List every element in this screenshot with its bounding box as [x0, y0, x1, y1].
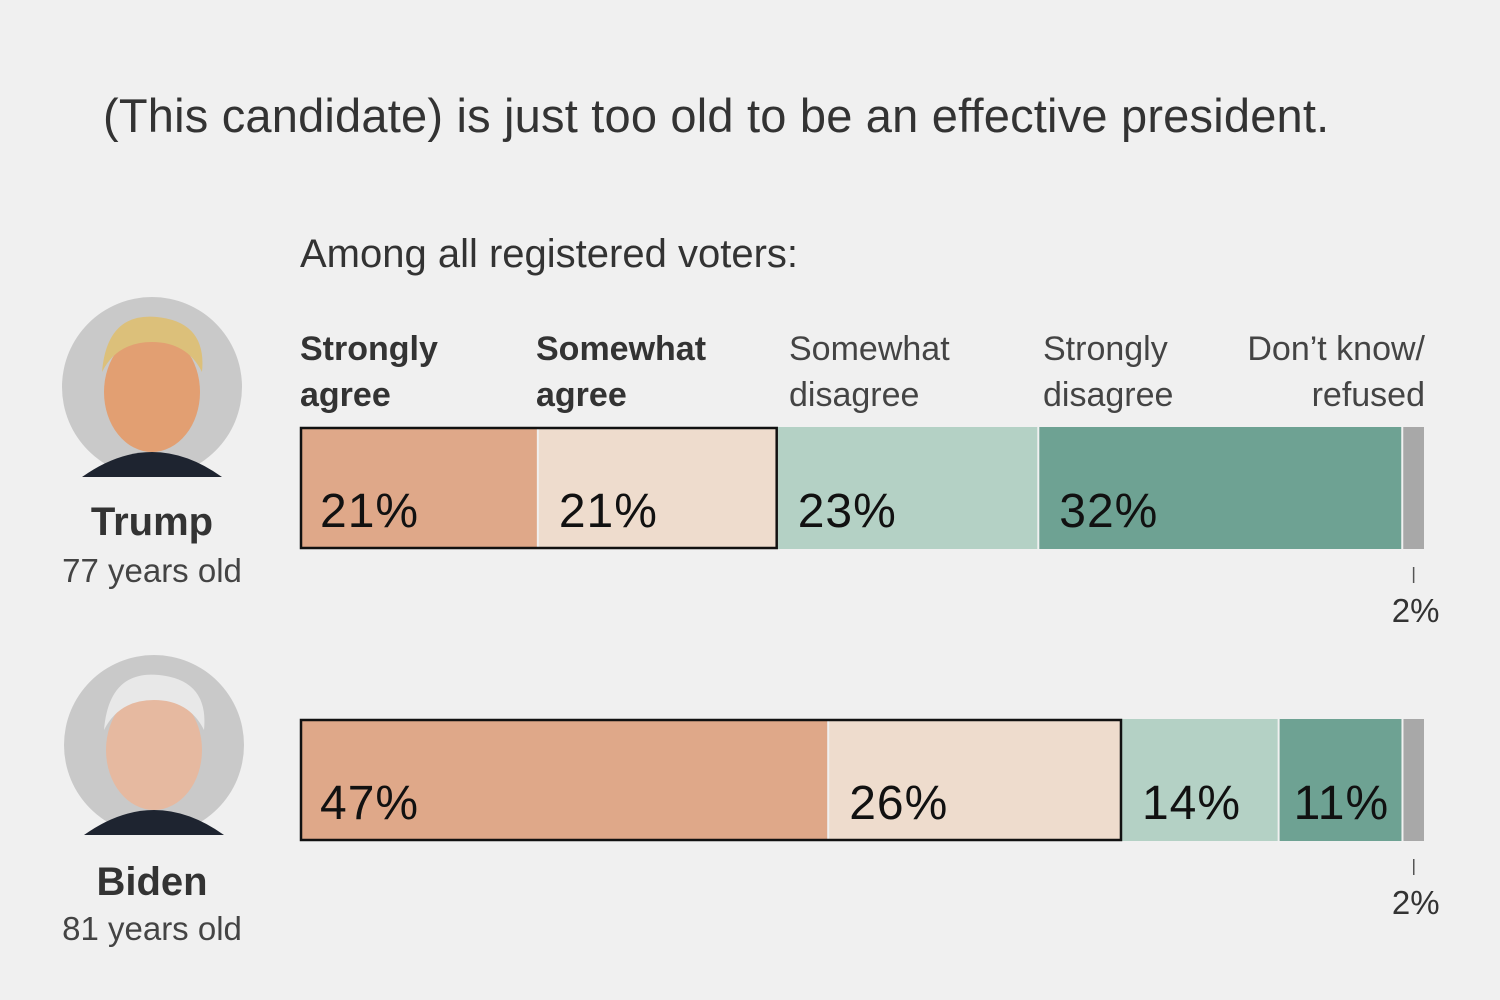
- bar-segment-trump-somewhat-disagree: [777, 427, 1038, 549]
- bar-segment-trump-strongly-agree: [300, 427, 537, 549]
- chart-subtitle: Among all registered voters:: [300, 232, 799, 276]
- legend-label-strongly-disagree: Strongly: [1043, 330, 1168, 368]
- avatar-biden: [64, 655, 244, 835]
- legend-label-somewhat-agree: Somewhat: [536, 330, 706, 368]
- data-label-biden-somewhat-disagree: 14%: [1142, 777, 1241, 830]
- legend-label-strongly-disagree: disagree: [1043, 376, 1173, 414]
- data-label-trump-strongly-agree: 21%: [320, 485, 419, 538]
- legend-label-strongly-agree: Strongly: [300, 330, 438, 368]
- avatar-hair: [102, 316, 203, 372]
- data-label-biden-strongly-disagree: 11%: [1294, 777, 1390, 830]
- avatar-hair: [104, 674, 205, 730]
- candidate-age-biden: 81 years old: [62, 910, 242, 947]
- data-label-trump-somewhat-agree: 21%: [559, 485, 658, 538]
- data-label-biden-dont-know: 2%: [1392, 884, 1440, 921]
- chart-title: (This candidate) is just too old to be a…: [103, 89, 1330, 142]
- bar-segment-biden-somewhat-agree: [829, 719, 1120, 841]
- candidate-name-biden: Biden: [96, 860, 208, 904]
- data-label-biden-strongly-agree: 47%: [320, 777, 419, 830]
- agree-outline-biden: [299, 718, 1123, 842]
- bar-segment-biden-don-t-know-refused: [1403, 719, 1424, 841]
- legend-label-somewhat-disagree: disagree: [789, 376, 919, 414]
- bar-segment-biden-somewhat-disagree: [1121, 719, 1278, 841]
- bar-segment-biden-strongly-agree: [300, 719, 828, 841]
- legend-label-somewhat-disagree: Somewhat: [789, 330, 950, 368]
- avatar-shoulders: [84, 810, 224, 835]
- avatar-shoulders: [82, 452, 222, 477]
- legend-label-don-t-know-refused: refused: [1312, 376, 1425, 414]
- candidate-name-trump: Trump: [90, 500, 214, 544]
- avatar-trump: [62, 297, 242, 477]
- data-label-trump-dont-know: 2%: [1392, 592, 1440, 629]
- bar-segment-trump-somewhat-agree: [538, 427, 776, 549]
- candidate-age-trump: 77 years old: [62, 552, 242, 589]
- avatar-face: [106, 690, 202, 810]
- data-label-trump-strongly-disagree: 32%: [1059, 485, 1158, 538]
- legend-label-don-t-know-refused: Don’t know/: [1247, 330, 1425, 368]
- bar-segment-trump-don-t-know-refused: [1403, 427, 1424, 549]
- agree-outline-trump: [299, 426, 778, 550]
- bar-segment-trump-strongly-disagree: [1039, 427, 1402, 549]
- legend-label-somewhat-agree: agree: [536, 376, 627, 414]
- data-label-trump-somewhat-disagree: 23%: [798, 485, 897, 538]
- bar-segment-biden-strongly-disagree: [1279, 719, 1402, 841]
- data-label-biden-somewhat-agree: 26%: [849, 777, 948, 830]
- legend-label-strongly-agree: agree: [300, 376, 391, 414]
- avatar-face: [104, 332, 200, 452]
